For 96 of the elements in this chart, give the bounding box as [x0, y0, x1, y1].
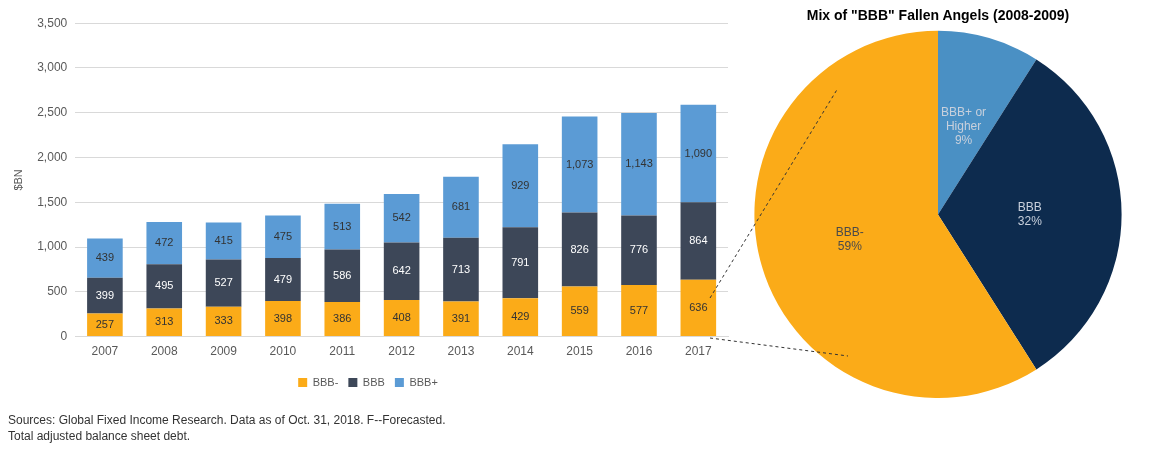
legend-label: BBB-: [312, 375, 339, 388]
data-label: 439: [95, 251, 115, 264]
data-label: 59%: [837, 239, 863, 254]
data-label: 415: [214, 234, 233, 247]
bar: [621, 113, 657, 216]
data-label: 586: [333, 268, 352, 281]
bar: [324, 203, 361, 250]
data-label: 791: [511, 255, 530, 268]
x-tick-label: 2008: [150, 344, 178, 359]
y-axis-title: $BN: [11, 169, 24, 191]
bar: [205, 222, 242, 260]
bar: [205, 259, 242, 307]
bar: [443, 176, 479, 238]
x-tick-label: 2015: [566, 344, 594, 359]
source-note: Sources: Global Fixed Income Research. Data as of Oct. 31, 2018. F--Forecasted.: [8, 412, 447, 428]
bar: [146, 221, 183, 265]
data-label: 32%: [1017, 213, 1043, 228]
data-label: 642: [392, 264, 411, 277]
data-label: 776: [629, 243, 649, 256]
text: Total adjusted balance sheet debt.: [8, 428, 192, 444]
legend-label: BBB+: [409, 375, 438, 388]
bar: [621, 284, 657, 337]
y-tick-label: 500: [47, 284, 68, 299]
x-tick-label: 2012: [388, 344, 416, 359]
bar: [680, 104, 717, 203]
data-label: 398: [273, 311, 293, 324]
bar: [383, 300, 420, 337]
data-label: 479: [273, 272, 293, 285]
data-label: 527: [214, 276, 233, 289]
bar: [443, 301, 479, 337]
bar: [324, 249, 361, 303]
bar: [502, 298, 539, 337]
x-tick-label: 2017: [684, 344, 712, 359]
bar: [443, 237, 479, 302]
bar: [87, 277, 123, 314]
y-tick-label: 2,500: [37, 105, 68, 120]
bar: [265, 215, 301, 259]
legend-label: BBB: [362, 375, 385, 388]
data-label: 472: [155, 236, 174, 249]
slice-label: BBB-: [835, 225, 864, 240]
data-label: 386: [333, 312, 352, 325]
data-label: 1,073: [565, 157, 594, 170]
bar: [265, 258, 301, 301]
y-tick-label: 3,500: [37, 15, 68, 30]
bar: [561, 286, 598, 337]
bar: [87, 238, 123, 278]
bar: [680, 279, 717, 337]
bar: [502, 144, 539, 228]
y-tick-label: 1,000: [37, 239, 68, 254]
bar: [383, 242, 420, 301]
chart-title: Mix of "BBB" Fallen Angels (2008-2009): [806, 7, 1070, 24]
y-tick-label: 3,000: [37, 60, 68, 75]
bar: [680, 202, 717, 280]
y-tick-label: 0: [60, 328, 68, 343]
data-label: 864: [689, 234, 708, 246]
data-label: 929: [511, 178, 530, 191]
data-label: 399: [95, 288, 115, 301]
bar: [146, 308, 183, 337]
x-tick-label: 2014: [506, 344, 534, 359]
data-label: 513: [333, 219, 352, 232]
data-label: 636: [689, 300, 708, 313]
data-label: 713: [451, 262, 471, 275]
bar: [561, 212, 598, 287]
y-tick-label: 2,000: [37, 149, 68, 164]
data-label: 408: [392, 311, 411, 324]
x-tick-label: 2011: [329, 344, 356, 359]
data-label: 826: [570, 242, 589, 255]
data-label: 1,143: [625, 157, 653, 170]
y-tick-label: 1,500: [37, 194, 68, 209]
data-label: 1,090: [684, 146, 713, 159]
data-label: 333: [214, 314, 233, 327]
data-label: 9%: [954, 132, 973, 147]
bar: [383, 194, 420, 243]
x-tick-label: 2013: [447, 344, 475, 359]
data-label: 681: [451, 200, 471, 213]
data-label: 475: [273, 229, 293, 242]
bar: [502, 227, 539, 299]
data-label: 313: [155, 315, 174, 328]
x-tick-label: 2009: [210, 344, 238, 359]
bar: [561, 116, 598, 213]
data-label: 391: [451, 311, 471, 324]
data-label: 542: [392, 211, 411, 224]
bar: [324, 302, 361, 337]
data-label: 577: [629, 303, 649, 316]
bar: [146, 264, 183, 309]
data-label: 429: [511, 310, 530, 323]
x-tick-label: 2010: [269, 344, 297, 359]
slice-label: BBB+ or Higher: [941, 104, 987, 133]
bar: [621, 215, 657, 285]
data-label: 559: [570, 304, 589, 317]
x-tick-label: 2007: [91, 344, 119, 359]
data-label: 257: [95, 317, 115, 330]
x-tick-label: 2016: [625, 344, 653, 359]
slice-label: BBB: [1017, 199, 1042, 214]
bar: [265, 300, 301, 337]
data-label: 495: [155, 279, 174, 292]
